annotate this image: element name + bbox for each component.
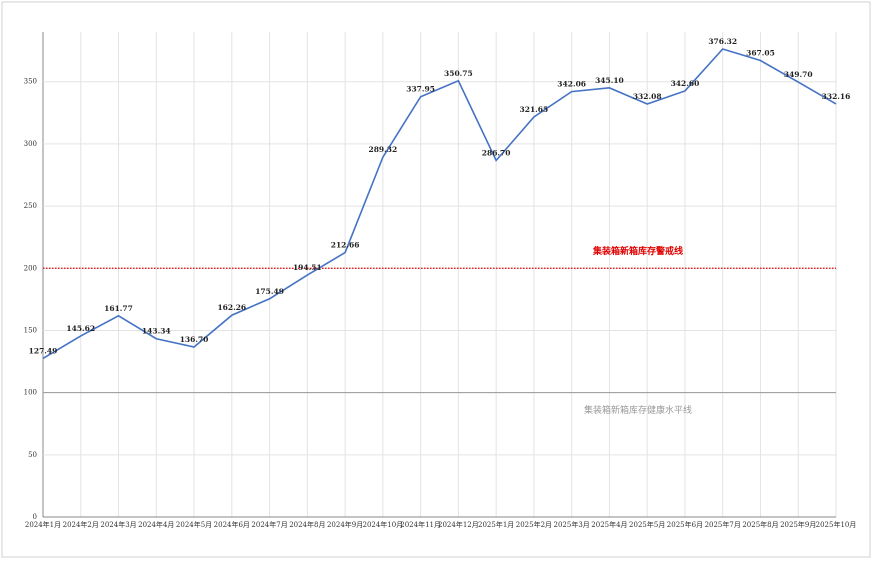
y-tick-label: 150 <box>24 326 37 334</box>
data-label: 143.34 <box>142 327 171 336</box>
data-label: 145.62 <box>66 324 95 333</box>
data-label: 342.06 <box>557 80 586 89</box>
x-tick-label: 2025年2月 <box>516 520 552 529</box>
x-tick-label: 2025年7月 <box>705 520 741 529</box>
data-label: 161.77 <box>104 304 133 313</box>
x-tick-label: 2024年10月 <box>362 520 403 529</box>
data-label: 367.05 <box>746 49 775 58</box>
reference-label: 集装箱新箱库存警戒线 <box>592 245 683 257</box>
data-label: 212.66 <box>331 241 360 250</box>
data-label: 345.10 <box>595 76 624 85</box>
data-label: 332.16 <box>822 92 851 101</box>
x-tick-label: 2024年7月 <box>251 520 287 529</box>
data-label: 332.08 <box>633 92 662 101</box>
x-tick-label: 2024年1月 <box>25 520 61 529</box>
x-tick-label: 2024年6月 <box>214 520 250 529</box>
data-label: 175.49 <box>255 287 284 296</box>
data-label: 162.26 <box>217 303 246 312</box>
x-tick-label: 2024年3月 <box>100 520 136 529</box>
x-tick-label: 2025年6月 <box>667 520 703 529</box>
data-label: 337.95 <box>406 85 435 94</box>
x-tick-label: 2024年11月 <box>400 520 441 529</box>
y-tick-label: 50 <box>28 451 37 459</box>
x-tick-label: 2025年5月 <box>629 520 665 529</box>
x-tick-label: 2024年2月 <box>63 520 99 529</box>
data-label: 349.70 <box>784 70 813 79</box>
x-tick-label: 2024年4月 <box>138 520 174 529</box>
data-label: 136.70 <box>180 335 209 344</box>
y-tick-label: 200 <box>24 264 37 272</box>
x-tick-label: 2024年5月 <box>176 520 212 529</box>
x-tick-label: 2025年1月 <box>478 520 514 529</box>
data-label: 376.32 <box>708 37 737 46</box>
x-tick-label: 2025年3月 <box>554 520 590 529</box>
data-label: 286.70 <box>482 148 511 157</box>
reference-label: 集装箱新箱库存健康水平线 <box>584 404 692 416</box>
y-tick-label: 250 <box>24 202 37 210</box>
data-label: 194.51 <box>293 263 322 272</box>
x-tick-label: 2024年12月 <box>438 520 479 529</box>
data-label: 289.32 <box>368 145 397 154</box>
data-label: 350.75 <box>444 69 473 78</box>
x-tick-label: 2025年9月 <box>780 520 816 529</box>
x-tick-label: 2024年9月 <box>327 520 363 529</box>
x-tick-label: 2025年8月 <box>742 520 778 529</box>
x-tick-label: 2025年10月 <box>816 520 857 529</box>
y-tick-label: 100 <box>24 389 37 397</box>
y-tick-label: 350 <box>24 78 37 86</box>
data-label: 321.65 <box>520 105 549 114</box>
x-tick-label: 2024年8月 <box>289 520 325 529</box>
y-tick-label: 300 <box>24 140 37 148</box>
data-label: 342.60 <box>671 79 700 88</box>
data-label: 127.49 <box>29 346 58 355</box>
data-line <box>42 48 837 360</box>
x-tick-label: 2025年4月 <box>591 520 627 529</box>
y-tick-label: 0 <box>33 513 37 521</box>
